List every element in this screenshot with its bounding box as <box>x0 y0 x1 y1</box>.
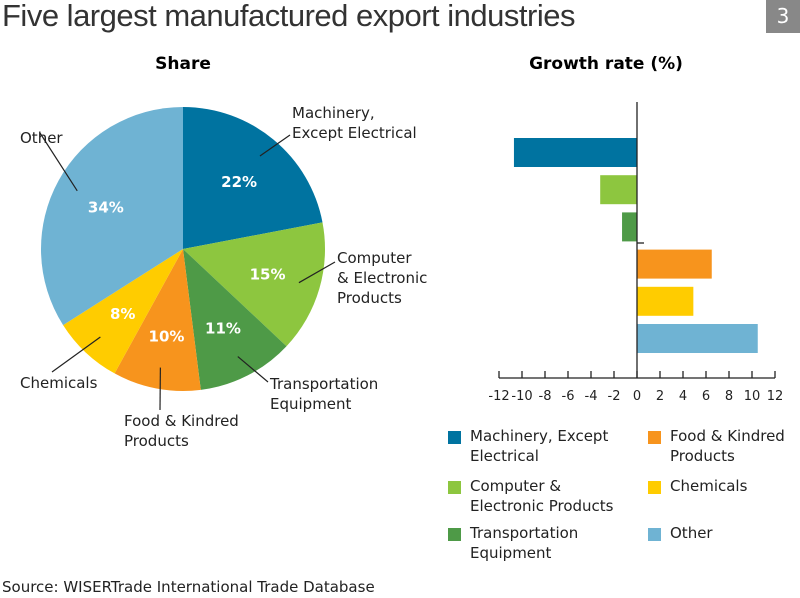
pie-title: Share <box>155 54 211 74</box>
legend-swatch <box>448 481 461 494</box>
pie-category-label: Chemicals <box>20 374 98 392</box>
growth-bar <box>513 138 637 167</box>
growth-bar <box>637 324 758 353</box>
legend-label: Computer & Electronic Products <box>470 477 614 515</box>
pie-slice <box>183 107 323 249</box>
x-tick-label: -2 <box>608 389 621 404</box>
x-tick-label: 4 <box>679 389 687 404</box>
pie-value-label: 8% <box>110 305 135 323</box>
leader-line <box>259 134 291 157</box>
pie-slice <box>183 249 287 390</box>
legend-label: Chemicals <box>670 477 748 495</box>
leader-line <box>51 336 101 373</box>
legend-swatch <box>448 431 461 444</box>
legend-swatch <box>448 528 461 541</box>
x-tick-label: -6 <box>562 389 575 404</box>
pie-slice <box>183 222 325 347</box>
pie-slice <box>114 249 201 391</box>
x-tick-label: -8 <box>539 389 552 404</box>
pie-value-label: 15% <box>250 266 286 284</box>
x-tick-label: -12 <box>488 389 509 404</box>
pie-value-label: 22% <box>221 173 257 191</box>
leader-line <box>298 261 336 284</box>
x-tick-label: 0 <box>633 389 641 404</box>
pie-slice <box>41 106 184 326</box>
pie-category-label: Other <box>20 129 63 147</box>
pie-category-label: Products <box>337 289 402 307</box>
x-tick-label: 6 <box>702 389 710 404</box>
x-tick-label: 10 <box>744 389 761 404</box>
leader-line <box>39 132 78 192</box>
x-tick-label: -4 <box>585 389 598 404</box>
pie-value-label: 34% <box>88 199 124 217</box>
growth-bar <box>622 212 637 242</box>
legend-label: Machinery, Except Electrical <box>470 427 609 465</box>
pie-category-label: & Electronic <box>337 269 427 287</box>
legend-label: Transportation Equipment <box>470 524 579 562</box>
page-number-badge: 3 <box>766 0 800 33</box>
pie-category-label: Equipment <box>270 395 352 413</box>
growth-bar <box>637 286 694 316</box>
chart-title: Five largest manufactured export industr… <box>2 0 575 33</box>
x-tick-label: 2 <box>656 389 664 404</box>
x-tick-label: -10 <box>511 389 532 404</box>
growth-bar <box>637 249 712 279</box>
pie-value-label: 10% <box>149 327 185 345</box>
bar-title: Growth rate (%) <box>529 54 683 74</box>
legend-label: Other <box>670 524 713 542</box>
x-tick-label: 12 <box>767 389 784 404</box>
growth-bar <box>600 175 637 205</box>
pie-category-label: Food & Kindred <box>124 412 239 430</box>
pie-category-label: Computer <box>337 249 412 267</box>
source-note: Source: WISERTrade International Trade D… <box>2 578 375 596</box>
legend-label: Food & Kindred Products <box>670 427 785 465</box>
pie-value-label: 11% <box>205 319 241 337</box>
legend-swatch <box>648 431 661 444</box>
pie-category-label: Transportation <box>269 375 378 393</box>
legend-swatch <box>648 528 661 541</box>
pie-category-label: Except Electrical <box>292 124 417 142</box>
pie-category-label: Machinery, <box>292 104 375 122</box>
pie-category-label: Products <box>124 432 189 450</box>
x-tick-label: 8 <box>725 389 733 404</box>
legend-swatch <box>648 481 661 494</box>
leader-line <box>237 356 269 383</box>
